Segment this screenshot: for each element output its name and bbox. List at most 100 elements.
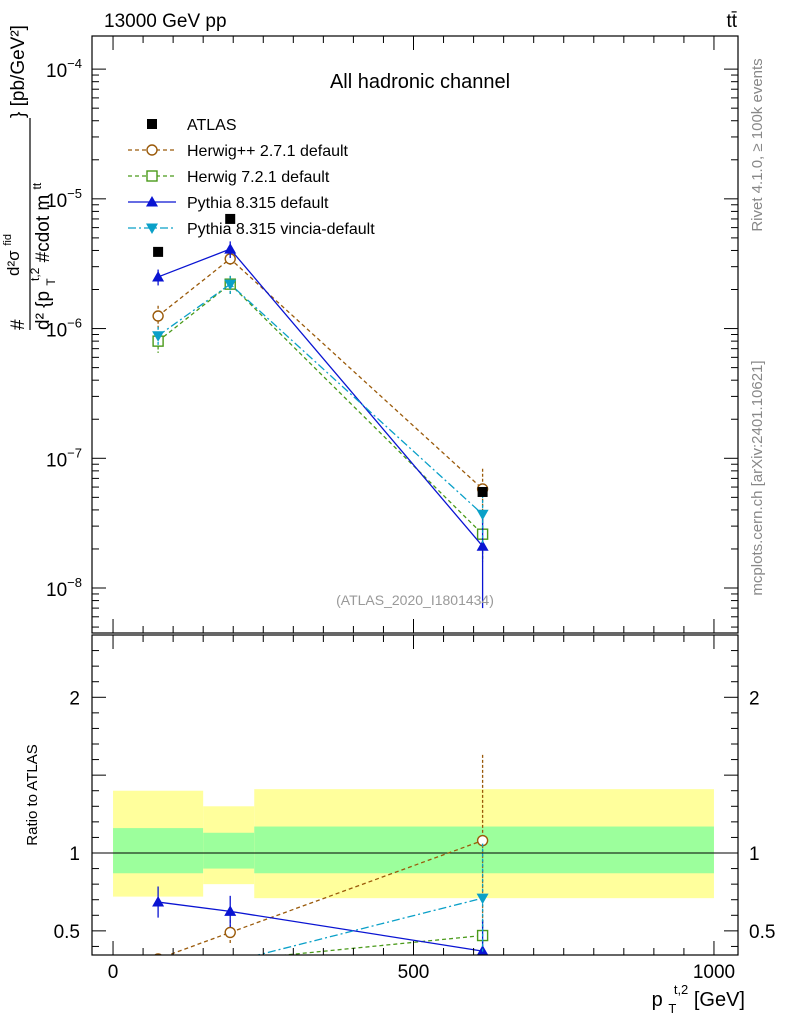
y-label-hash: #	[8, 319, 29, 330]
y-label-denominator: d² {p	[33, 291, 54, 330]
y-label-unit: [pb/GeV²]	[8, 25, 29, 106]
x-axis-label: p T t,2 [GeV]	[652, 977, 745, 1018]
y-tick-label: 10−5	[46, 186, 82, 212]
band-inner-bin	[254, 826, 714, 874]
y-tick-base: 10	[46, 580, 67, 601]
marker-filled-square	[147, 119, 157, 129]
series-line-main	[157, 283, 484, 535]
y-tick-exponent: −5	[67, 186, 82, 201]
svg-text:d²σ fid: d²σ fid	[2, 234, 23, 276]
x-label-unit: [GeV]	[694, 989, 745, 1011]
ratio-tick-label-left: 1	[69, 844, 80, 865]
y-label-den-sup: t,2	[28, 267, 42, 281]
x-label-sub: T	[668, 1001, 676, 1016]
legend-entry: Herwig 7.2.1 default	[128, 169, 330, 186]
ratio-series-layer	[152, 754, 489, 983]
marker-triangle-up	[152, 270, 165, 282]
x-tick-label: 0	[108, 962, 119, 983]
marker-triangle-down	[224, 279, 237, 291]
band-inner-bin	[203, 832, 255, 869]
marker-filled-square	[153, 246, 164, 257]
y-label-den-sub: T	[44, 278, 58, 286]
y-tick-exponent: −8	[67, 575, 82, 590]
legend-entry: ATLAS	[147, 117, 237, 134]
mcplots-label: mcplots.cern.ch [arXiv:2401.10621]	[749, 360, 766, 595]
ratio-tick-label-right: 2	[749, 688, 760, 709]
x-label-p: p	[652, 989, 663, 1011]
legend: ATLAS Herwig++ 2.7.1 default Herwig 7.2.1 …	[128, 117, 375, 238]
y-tick-label: 10−6	[46, 316, 82, 342]
marker-open-circle	[152, 310, 164, 322]
y-tick-exponent: −6	[67, 316, 82, 331]
axis-ticks	[92, 36, 738, 955]
marker-triangle-down	[146, 223, 158, 234]
ratio-panel-frame	[91, 634, 739, 956]
marker-open-circle	[146, 144, 158, 156]
chart-title: All hadronic channel	[330, 71, 510, 93]
y-tick-exponent: −4	[67, 56, 82, 71]
y-label-brace: }	[8, 112, 29, 118]
legend-label: Herwig 7.2.1 default	[187, 169, 330, 186]
marker-triangle-down	[152, 970, 164, 981]
uncertainty-band	[113, 789, 714, 899]
x-tick-label: 500	[398, 962, 430, 983]
y-label-numerator-sup: fid	[2, 234, 14, 246]
legend-label: Pythia 8.315 default	[187, 195, 329, 212]
y-tick-label: 10−7	[46, 445, 82, 471]
ratio-tick-label-right: 0.5	[749, 922, 775, 943]
marker-open-square	[153, 973, 163, 983]
marker-filled-square	[477, 486, 488, 497]
series-line-ratio	[166, 839, 483, 955]
marker-open-square	[224, 954, 236, 955]
y-tick-label: 10−4	[46, 56, 82, 82]
ratio-tick-label-left: 2	[69, 688, 80, 709]
marker-triangle-down	[224, 958, 236, 969]
marker-triangle-down	[152, 331, 165, 342]
marker-triangle-up	[224, 905, 237, 916]
y-label-den-tail: #cdot m	[33, 195, 54, 263]
series-line-main	[157, 283, 484, 515]
marker-triangle-down	[476, 893, 489, 905]
marker-open-circle	[224, 926, 236, 939]
y-tick-base: 10	[46, 191, 67, 212]
marker-triangle-up	[476, 540, 489, 551]
y-label-den-tail-sup: tt	[30, 182, 44, 189]
series-line-main	[157, 248, 484, 547]
legend-label: Pythia 8.315 vincia-default	[187, 221, 375, 238]
y-tick-exponent: −7	[67, 445, 82, 460]
legend-label: ATLAS	[187, 117, 237, 134]
svg-text:#: #	[8, 319, 29, 330]
rivet-label: Rivet 4.1.0, ≥ 100k events	[749, 58, 766, 231]
x-tick-label: 1000	[693, 962, 735, 983]
y-tick-label: 10−8	[46, 575, 82, 601]
series-line-ratio	[255, 897, 483, 955]
y-tick-base: 10	[46, 321, 67, 342]
analysis-tag: (ATLAS_2020_I1801434)	[336, 592, 494, 608]
ratio-tick-label-left: 0.5	[54, 922, 80, 943]
ratio-y-label: Ratio to ATLAS	[24, 744, 41, 845]
marker-triangle-up	[152, 896, 165, 907]
y-label-numerator: d²σ	[4, 250, 23, 276]
legend-entry: Pythia 8.315 default	[128, 195, 329, 212]
legend-label: Herwig++ 2.7.1 default	[187, 143, 349, 160]
marker-triangle-down	[476, 509, 489, 521]
x-label-sup: t,2	[674, 982, 688, 997]
band-inner-bin	[113, 828, 204, 874]
marker-triangle-up	[146, 196, 158, 207]
svg-text:} [pb/GeV²]: } [pb/GeV²]	[8, 25, 29, 118]
marker-triangle-up	[224, 243, 237, 254]
y-tick-base: 10	[46, 61, 67, 82]
svg-text:d² {p T t,2: d² {p T t,2 #cdot m tt	[23, 182, 60, 330]
main-series-layer	[152, 213, 489, 609]
marker-filled-square	[225, 213, 236, 224]
y-axis-label: # d²σ fid d² {p T t,2 #cdot m tt } [pb/G…	[2, 25, 60, 330]
series-line-ratio	[158, 901, 483, 952]
marker-open-square	[146, 170, 158, 182]
y-tick-base: 10	[46, 450, 67, 471]
process-label: tt̄	[726, 11, 737, 32]
legend-entry: Herwig++ 2.7.1 default	[128, 143, 349, 160]
energy-label: 13000 GeV pp	[104, 11, 227, 32]
series-line-ratio	[278, 934, 483, 955]
